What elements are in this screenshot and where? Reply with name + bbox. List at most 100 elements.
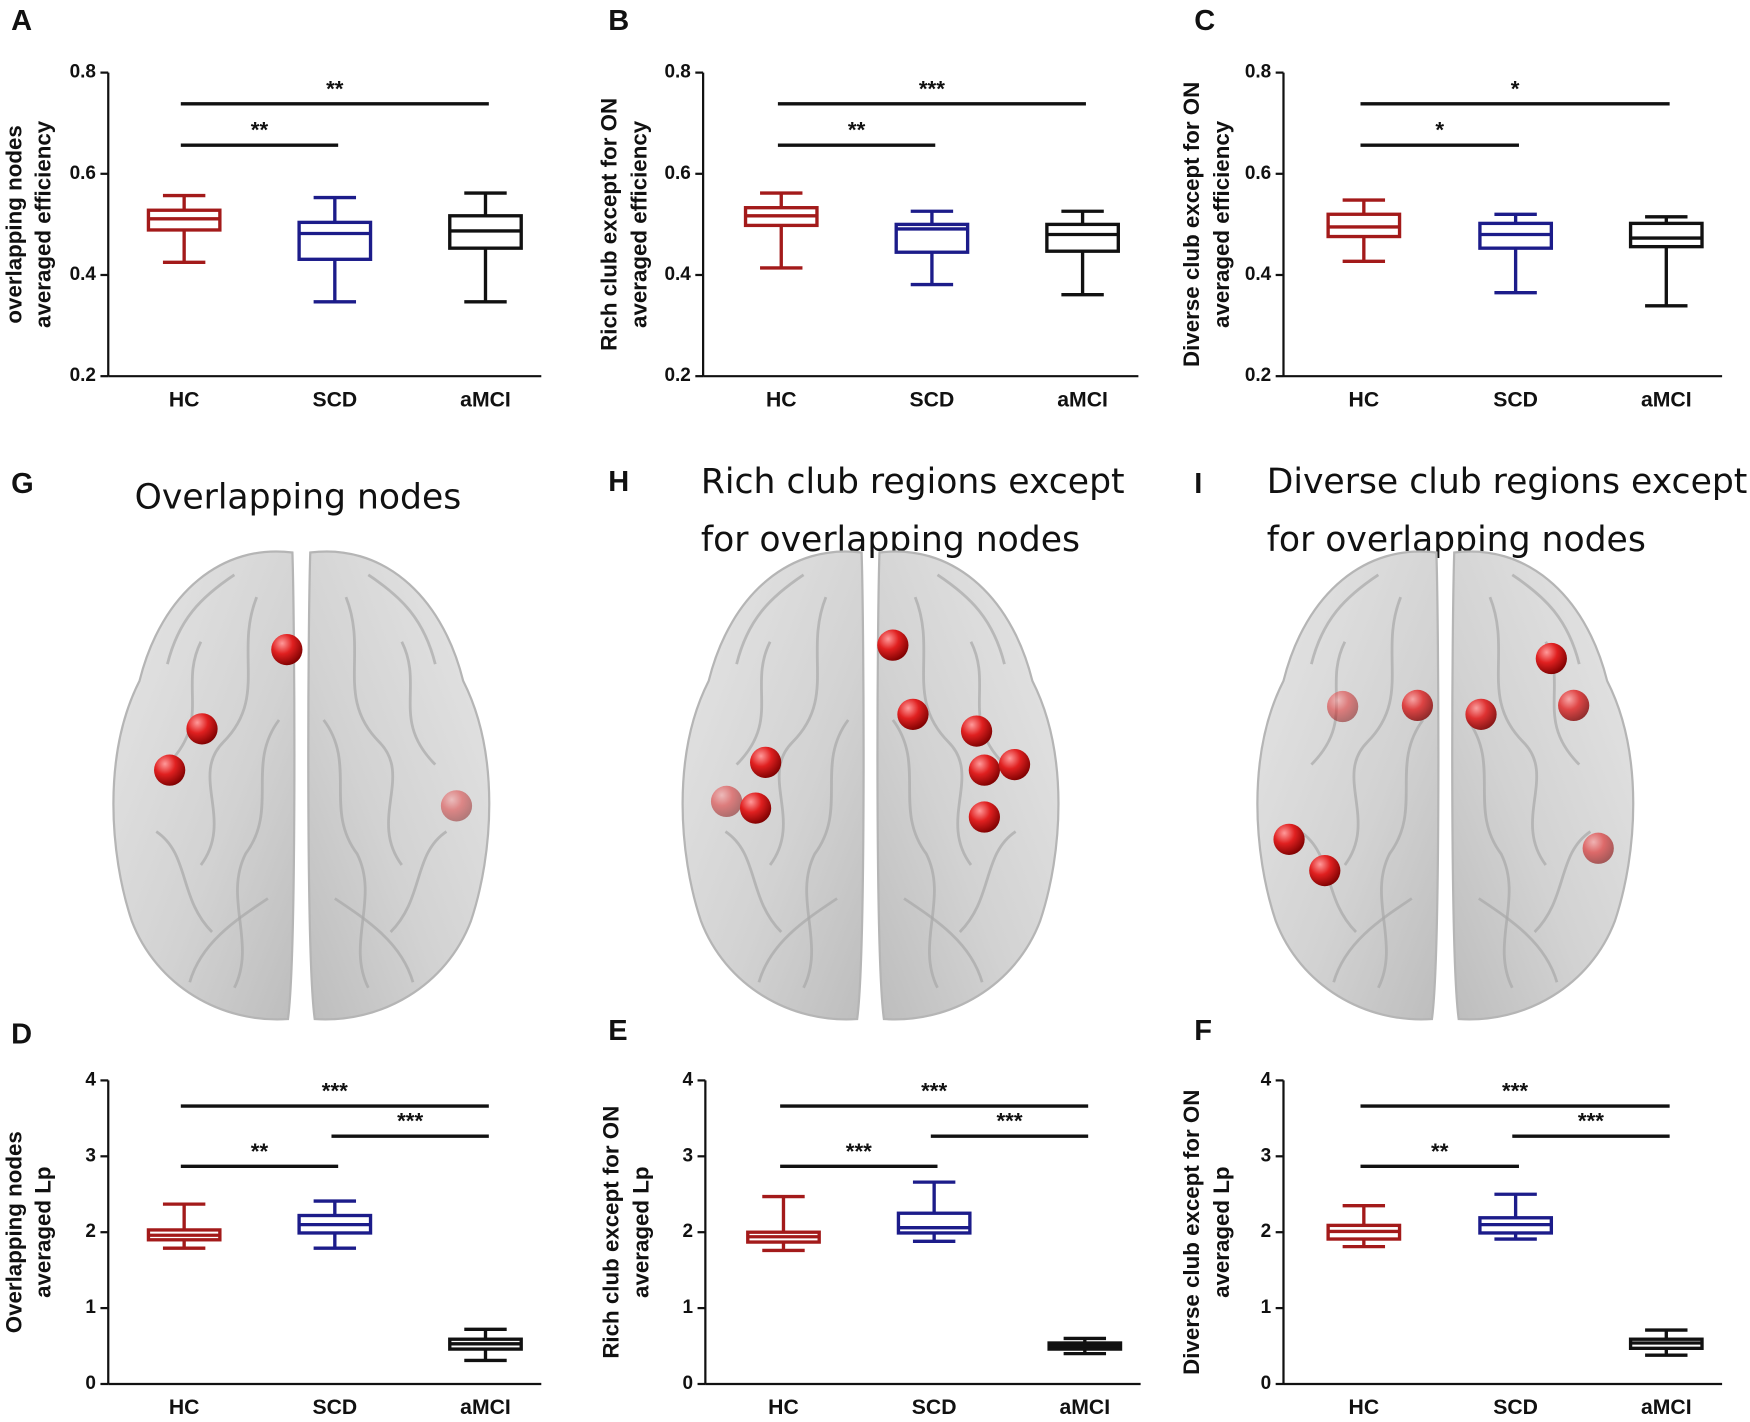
gyrus [724,830,783,933]
gyrus [891,719,939,989]
panel-label: I [1194,468,1202,500]
significance-label: *** [919,76,945,101]
brain-node [154,754,186,786]
box [896,1211,972,1235]
y-tick-label: 0.2 [1245,365,1271,386]
hemisphere-surface [876,550,1060,1021]
brain-node [739,792,772,824]
brain-title: Diverse club regions except [1267,462,1748,502]
y-tick-label: 0.4 [1245,264,1272,285]
brain-node [1401,689,1434,722]
gyrus [1332,897,1413,983]
x-tick-label: SCD [1493,388,1538,411]
gyrus [1466,719,1514,989]
y-axis-label: Diverse club except for ON [1179,1090,1204,1375]
gyrus [233,719,281,989]
y-axis-label: overlapping nodes [2,125,27,323]
gyrus [969,641,1006,766]
brain [112,550,491,1021]
y-axis-label: Diverse club except for ON [1179,82,1204,367]
y-tick-label: 2 [1261,1221,1272,1242]
significance-label: *** [996,1109,1022,1134]
x-tick-label: aMCI [1641,1396,1692,1419]
hemisphere [876,550,1060,1021]
significance-label: *** [1578,1109,1604,1134]
brain-node [750,746,782,778]
gyrus [757,897,838,983]
panel-label: A [11,5,32,37]
y-tick-label: 0 [85,1373,96,1394]
significance-label: * [1435,118,1444,143]
brain-title: Rich club regions except [701,462,1125,502]
significance-label: ** [1431,1139,1449,1164]
significance-label: ** [251,1139,269,1164]
y-tick-label: 3 [1261,1145,1272,1166]
significance-label: *** [921,1079,947,1104]
significance-label: *** [1502,1079,1528,1104]
hemisphere [1256,550,1440,1021]
brain-title: Overlapping nodes [135,477,462,517]
gyrus [936,573,1006,665]
panel-label: F [1194,1015,1212,1047]
significance-label: *** [397,1109,423,1134]
gyrus [166,641,203,766]
gyrus [1377,719,1425,989]
hemisphere [1451,550,1635,1021]
brain-node [877,629,909,661]
brain-node [440,790,473,822]
x-tick-label: aMCI [1641,388,1692,411]
y-axis-label: averaged Lp [31,1166,56,1297]
gyrus [903,897,984,983]
hemisphere-surface [112,550,296,1021]
gyrus [166,573,236,665]
gyrus [913,596,973,866]
significance-label: * [1511,76,1520,101]
y-tick-label: 0.2 [70,365,96,386]
brain-node [968,801,1000,833]
x-tick-label: aMCI [460,1396,511,1419]
x-tick-label: SCD [910,388,955,411]
brain-node [271,633,303,666]
brain-node [1309,854,1341,887]
y-tick-label: 1 [1261,1297,1272,1318]
gyrus [735,641,772,766]
gyrus [1310,573,1380,665]
significance-label: *** [846,1139,872,1164]
x-tick-label: aMCI [1060,1396,1111,1419]
brain-node [1558,689,1590,722]
hemisphere-surface [1256,550,1440,1021]
y-tick-label: 0.6 [70,163,96,184]
y-tick-label: 0.4 [664,264,691,285]
panel-label: G [11,468,34,500]
y-tick-label: 0 [1261,1373,1272,1394]
y-tick-label: 0.8 [664,62,690,83]
brain-node [897,698,929,730]
significance-label: ** [326,76,344,101]
gyrus [1343,596,1402,866]
gyrus [322,719,370,989]
gyrus [389,830,448,933]
y-axis-label: averaged Lp [629,1166,654,1297]
significance-label: ** [251,118,269,143]
brain-node [1327,690,1359,723]
y-tick-label: 1 [85,1297,96,1318]
gyrus [1533,830,1592,933]
y-tick-label: 4 [85,1069,96,1090]
significance-label: *** [322,1079,348,1104]
box [1045,222,1120,253]
y-axis-label: Overlapping nodes [2,1131,27,1333]
x-tick-label: aMCI [1057,388,1108,411]
y-tick-label: 0.6 [1245,163,1271,184]
y-axis-label: averaged Lp [1209,1166,1234,1297]
box [297,220,373,261]
x-tick-label: HC [169,388,200,411]
y-tick-label: 0.4 [70,264,97,285]
gyrus [735,573,805,665]
panel-label: H [608,466,629,498]
hemisphere-surface [1451,550,1635,1021]
x-tick-label: SCD [1493,1396,1538,1419]
y-axis-label: averaged efficiency [1209,120,1234,328]
y-tick-label: 3 [85,1145,96,1166]
brain-node [1535,642,1567,675]
